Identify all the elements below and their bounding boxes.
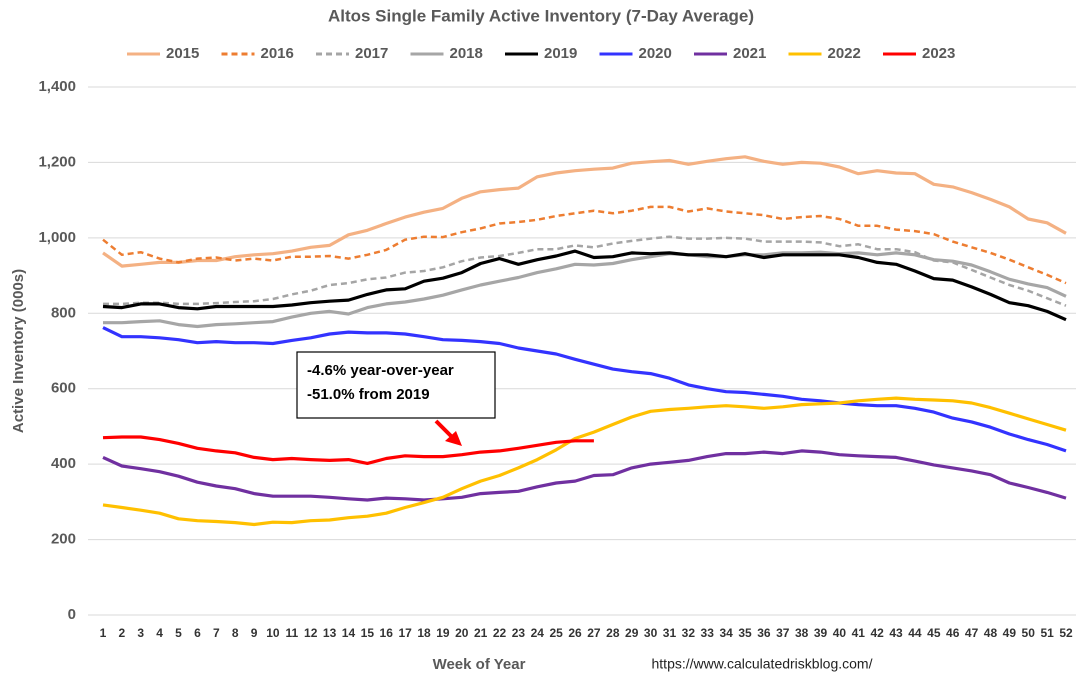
annotation-box [296, 351, 496, 419]
x-tick-label: 18 [417, 626, 431, 640]
x-tick-label: 35 [738, 626, 752, 640]
y-tick-label: 400 [51, 455, 76, 472]
x-tick-label: 23 [512, 626, 526, 640]
x-tick-label: 27 [587, 626, 601, 640]
legend-label: 2022 [828, 45, 861, 62]
x-tick-label: 31 [663, 626, 677, 640]
x-tick-label: 28 [606, 626, 620, 640]
annotation-arrow [434, 419, 454, 439]
annotation-arrowhead [445, 431, 462, 446]
series-line [102, 326, 1067, 453]
x-tick-label: 19 [436, 626, 450, 640]
legend-label: 2019 [544, 45, 577, 62]
x-tick-label: 12 [304, 626, 318, 640]
x-tick-label: 42 [870, 626, 884, 640]
x-tick-label: 32 [682, 626, 696, 640]
y-tick-label: 1,400 [38, 78, 76, 95]
x-tick-label: 39 [814, 626, 828, 640]
x-tick-label: 14 [342, 626, 356, 640]
x-tick-label: 20 [455, 626, 469, 640]
x-tick-label: 48 [984, 626, 998, 640]
x-tick-label: 43 [889, 626, 903, 640]
x-tick-label: 8 [232, 626, 239, 640]
x-axis-label: Week of Year [433, 656, 526, 673]
x-tick-label: 40 [833, 626, 847, 640]
x-tick-label: 7 [213, 626, 220, 640]
x-tick-label: 36 [757, 626, 771, 640]
x-tick-label: 24 [531, 626, 545, 640]
series-line [102, 449, 1067, 502]
x-tick-label: 51 [1040, 626, 1054, 640]
x-tick-label: 21 [474, 626, 488, 640]
x-tick-label: 25 [549, 626, 563, 640]
legend-label: 2018 [450, 45, 483, 62]
x-tick-label: 46 [946, 626, 960, 640]
x-tick-label: 6 [194, 626, 201, 640]
x-tick-label: 13 [323, 626, 337, 640]
legend-label: 2015 [166, 45, 199, 62]
x-tick-label: 50 [1022, 626, 1036, 640]
x-tick-label: 37 [776, 626, 790, 640]
x-tick-label: 26 [568, 626, 582, 640]
x-tick-label: 17 [398, 626, 412, 640]
x-tick-label: 33 [701, 626, 715, 640]
x-tick-label: 29 [625, 626, 639, 640]
y-tick-label: 200 [51, 531, 76, 548]
x-tick-label: 45 [927, 626, 941, 640]
x-tick-label: 30 [644, 626, 658, 640]
x-tick-label: 34 [719, 626, 733, 640]
legend-label: 2016 [261, 45, 294, 62]
x-tick-label: 47 [965, 626, 979, 640]
annotation: -4.6% year-over-year [307, 362, 454, 379]
chart-title: Altos Single Family Active Inventory (7-… [328, 6, 754, 25]
series-line [102, 205, 1067, 285]
series-line [103, 235, 1067, 307]
series-line [102, 155, 1067, 268]
x-tick-label: 44 [908, 626, 922, 640]
y-tick-label: 600 [51, 380, 76, 397]
legend-label: 2021 [733, 45, 766, 62]
x-tick-label: 16 [380, 626, 394, 640]
legend-label: 2023 [922, 45, 955, 62]
y-tick-label: 1,200 [38, 153, 76, 170]
legend-label: 2017 [355, 45, 388, 62]
x-tick-label: 41 [852, 626, 866, 640]
lines [102, 155, 1067, 527]
x-tick-label: 1 [100, 626, 107, 640]
x-tick-label: 2 [119, 626, 126, 640]
grid [88, 86, 1076, 616]
y-axis-label: Active Inventory (000s) [10, 269, 27, 433]
annotation: -51.0% from 2019 [307, 386, 430, 403]
source: https://www.calculatedriskblog.com/ [652, 656, 873, 672]
x-tick-label: 3 [137, 626, 144, 640]
x-tick-label: 52 [1059, 626, 1073, 640]
x-tick-label: 38 [795, 626, 809, 640]
x-tick-label: 11 [285, 626, 298, 640]
legend-label: 2020 [639, 45, 672, 62]
x-tick-label: 4 [156, 626, 163, 640]
x-tick-label: 5 [175, 626, 182, 640]
series-line [102, 435, 594, 465]
y-tick-label: 0 [68, 606, 76, 623]
series-line [103, 250, 1067, 329]
series-line [102, 249, 1067, 322]
x-tick-label: 22 [493, 626, 507, 640]
x-tick-label: 49 [1003, 626, 1017, 640]
x-tick-label: 9 [251, 626, 258, 640]
x-tick-label: 10 [266, 626, 280, 640]
x-tick-label: 15 [361, 626, 375, 640]
y-tick-label: 1,000 [38, 229, 76, 246]
y-tick-label: 800 [51, 304, 76, 321]
series-line [102, 396, 1067, 527]
